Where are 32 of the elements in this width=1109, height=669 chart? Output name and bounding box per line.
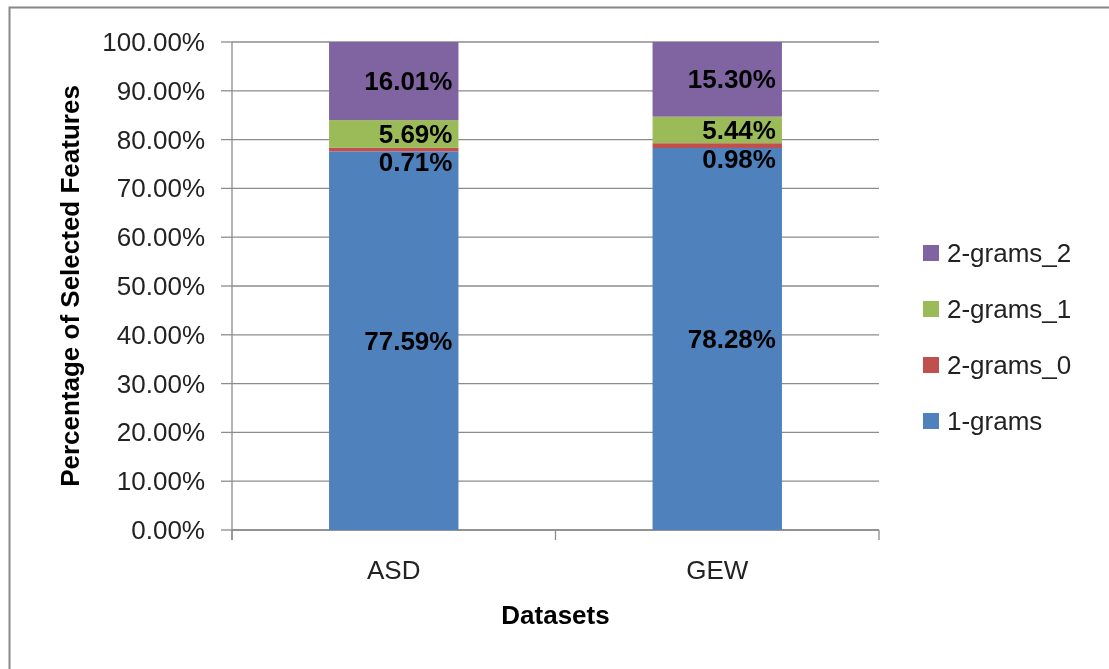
bar xyxy=(329,151,459,530)
bar xyxy=(652,147,782,530)
data-label: 16.01% xyxy=(364,66,453,97)
y-tick-label: 0.00% xyxy=(131,515,205,545)
x-axis-title: Datasets xyxy=(501,600,610,630)
data-label: 5.44% xyxy=(702,114,776,145)
y-tick-label: 60.00% xyxy=(116,222,205,253)
x-tick-label: ASD xyxy=(367,555,421,585)
legend-label: 2-grams_0 xyxy=(947,350,1072,380)
x-tick-label: GEW xyxy=(686,555,749,585)
y-tick-label: 10.00% xyxy=(116,466,205,497)
bar xyxy=(329,42,459,121)
y-tick-label: 90.00% xyxy=(116,75,205,106)
legend-label: 2-grams_2 xyxy=(947,238,1072,268)
data-label: 15.30% xyxy=(687,64,776,95)
data-label: 0.98% xyxy=(702,143,776,174)
y-tick-label: 100.00% xyxy=(102,27,205,57)
bar xyxy=(652,42,782,117)
y-tick-label: 20.00% xyxy=(116,417,205,448)
y-tick-label: 40.00% xyxy=(116,319,205,350)
bar xyxy=(652,143,782,148)
data-label: 77.59% xyxy=(364,325,453,356)
y-tick-label: 80.00% xyxy=(116,124,205,155)
y-tick-label: 50.00% xyxy=(116,271,205,301)
legend-label: 1-grams xyxy=(947,406,1043,436)
data-label: 5.69% xyxy=(378,119,453,150)
y-axis-title: Percentage of Selected Features xyxy=(55,85,85,487)
data-label: 78.28% xyxy=(687,324,776,354)
y-tick-label: 70.00% xyxy=(116,173,205,204)
y-tick-label: 30.00% xyxy=(116,368,205,399)
data-label: 0.71% xyxy=(378,147,453,178)
legend-label: 2-grams_1 xyxy=(947,294,1072,324)
